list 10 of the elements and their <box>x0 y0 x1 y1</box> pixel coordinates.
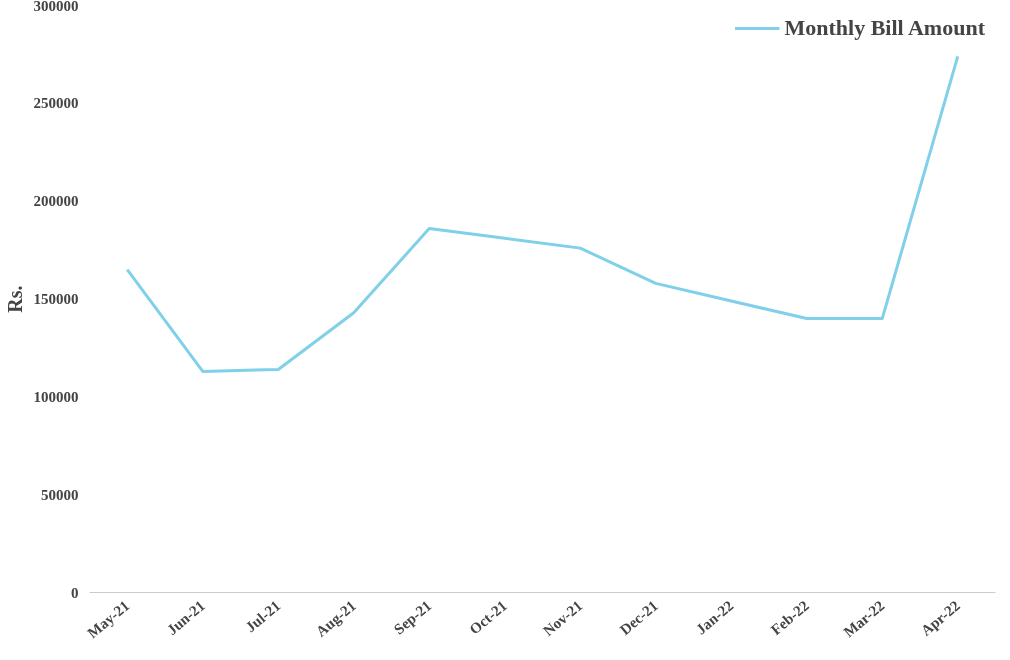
y-tick-label: 200000 <box>33 193 79 210</box>
y-tick-label: 100000 <box>33 388 79 405</box>
y-tick-label: 300000 <box>33 0 79 14</box>
line-series <box>125 54 960 373</box>
y-tick-label: 50000 <box>41 486 79 503</box>
y-tick-label: 0 <box>71 584 79 601</box>
y-axis-title: Rs. <box>3 285 26 313</box>
y-tick-label: 250000 <box>33 95 79 112</box>
legend-label: Monthly Bill Amount <box>784 15 985 41</box>
y-tick-label: 150000 <box>33 291 79 307</box>
